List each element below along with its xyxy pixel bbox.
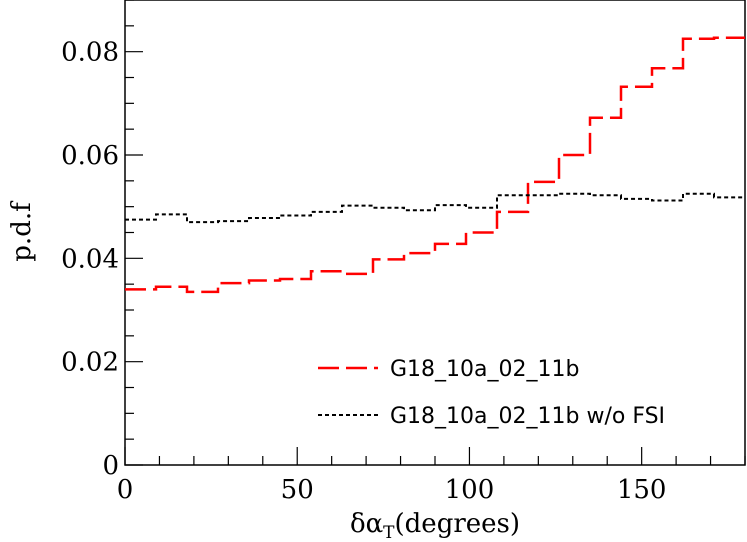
- y-tick-label: 0: [102, 451, 119, 481]
- series-line-with-fsi: [125, 36, 745, 294]
- y-axis-title: p.d.f: [7, 200, 37, 262]
- series-layer: [125, 36, 745, 294]
- x-tick-label: 0: [117, 475, 134, 505]
- x-tick-label: 150: [617, 475, 667, 505]
- x-axis-title-main: δα: [350, 509, 383, 539]
- series-line-without-fsi: [125, 192, 745, 224]
- legend: G18_10a_02_11b G18_10a_02_11b w/o FSI: [318, 357, 665, 429]
- x-axis: 0 50 100 150: [117, 447, 746, 505]
- y-tick-label: 0.04: [61, 244, 119, 274]
- y-axis: 0 0.02 0.04 0.06 0.08: [61, 0, 143, 481]
- x-axis-title: δαT(degrees): [350, 509, 520, 542]
- legend-label-without-fsi: G18_10a_02_11b w/o FSI: [390, 404, 665, 429]
- x-tick-label: 100: [445, 475, 495, 505]
- y-tick-label: 0.02: [61, 348, 119, 378]
- y-tick-label: 0.06: [61, 141, 119, 171]
- x-axis-title-subscript: T: [383, 523, 395, 542]
- legend-label-with-fsi: G18_10a_02_11b: [390, 357, 579, 382]
- y-tick-label: 0.08: [61, 38, 119, 68]
- x-axis-title-unit: (degrees): [395, 509, 521, 539]
- x-tick-label: 50: [281, 475, 314, 505]
